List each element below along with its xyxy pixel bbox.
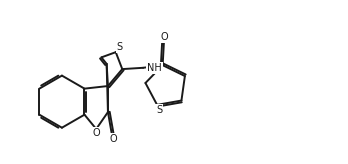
Text: O: O xyxy=(93,128,100,138)
Text: O: O xyxy=(110,134,118,144)
Text: NH: NH xyxy=(147,63,162,73)
Text: S: S xyxy=(117,42,123,52)
Text: O: O xyxy=(160,32,168,42)
Text: S: S xyxy=(156,105,162,115)
